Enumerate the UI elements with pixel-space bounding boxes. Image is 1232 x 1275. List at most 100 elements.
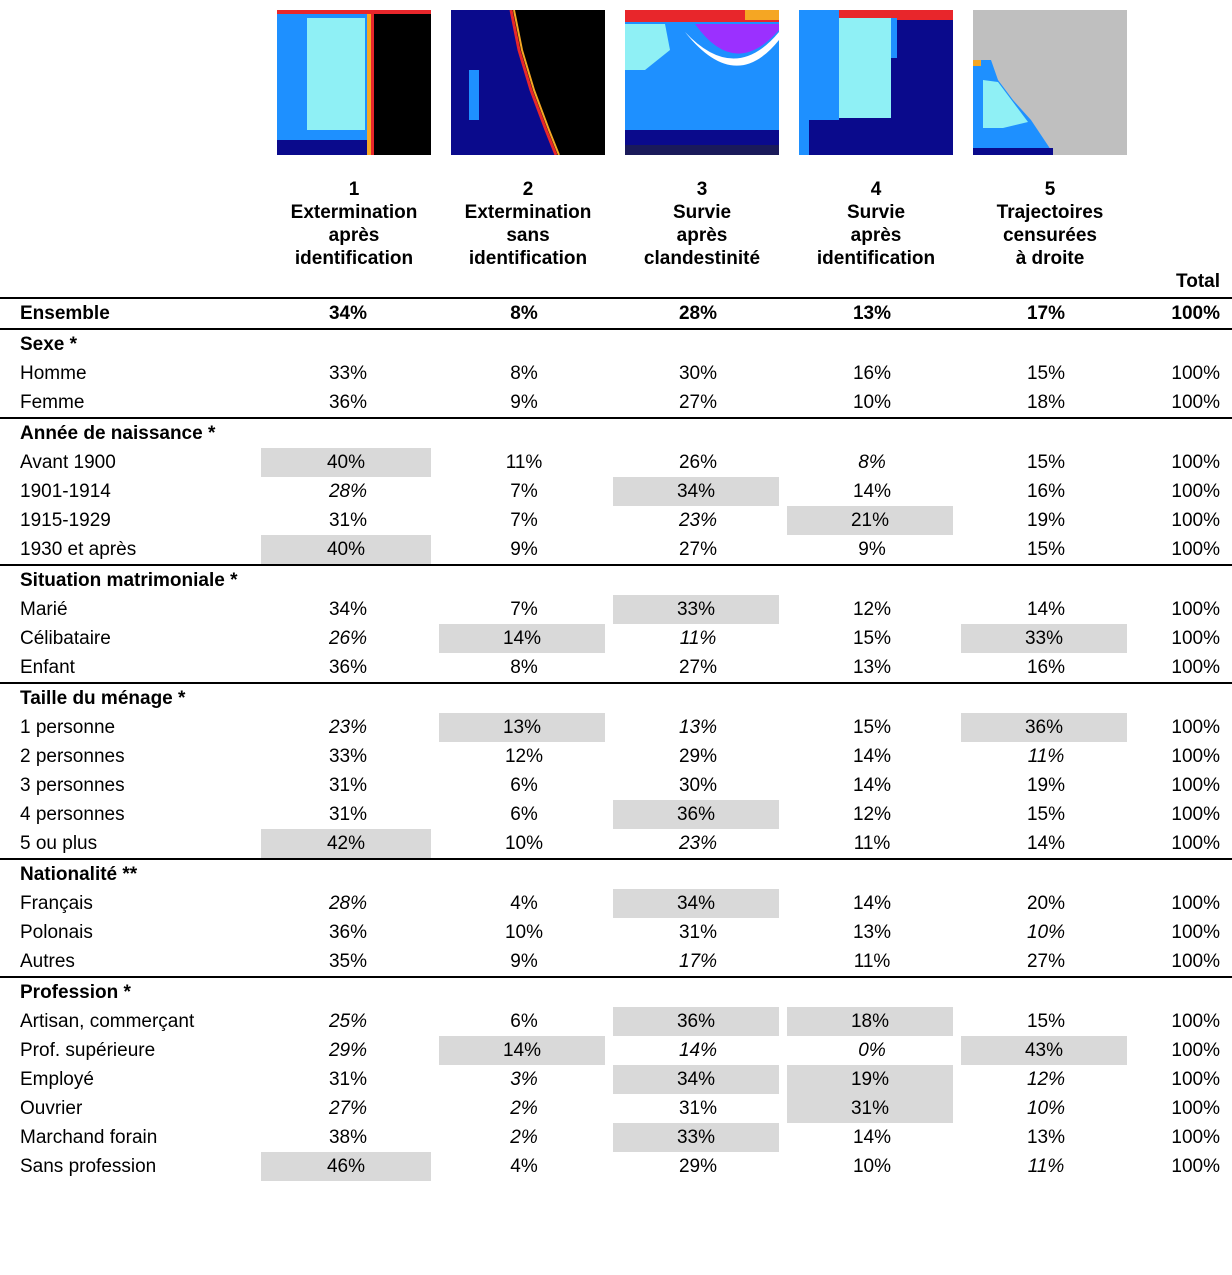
cell-cluster-5: 36% bbox=[959, 713, 1133, 742]
cell-value: 20% bbox=[1026, 893, 1066, 914]
cell-value: 14% bbox=[852, 481, 892, 502]
cell-cluster-1: 33% bbox=[259, 359, 437, 388]
table-row: Marchand forain 38% 2% 33% 14% 13% 100% bbox=[0, 1123, 1232, 1152]
table-row: Sans profession 46% 4% 29% 10% 11% 100% bbox=[0, 1152, 1232, 1181]
cell-value: 15% bbox=[852, 717, 892, 738]
cell-cluster-2: 2% bbox=[437, 1123, 611, 1152]
cell-value: 23% bbox=[678, 510, 718, 531]
cell-value: 12% bbox=[852, 599, 892, 620]
table-row: Employé 31% 3% 34% 19% 12% 100% bbox=[0, 1065, 1232, 1094]
section-label: Nationalité ** bbox=[0, 858, 1232, 889]
column-title-line: Extermination bbox=[290, 202, 418, 223]
cell-cluster-4: 14% bbox=[785, 771, 959, 800]
cell-cluster-5: 11% bbox=[959, 1152, 1133, 1181]
column-number: 2 bbox=[522, 179, 534, 200]
cell-cluster-4: 11% bbox=[785, 829, 959, 859]
cell-value: 8% bbox=[510, 657, 538, 678]
cell-cluster-2: 7% bbox=[437, 477, 611, 506]
cell-cluster-1: 29% bbox=[259, 1036, 437, 1065]
cell-cluster-5: 13% bbox=[959, 1123, 1133, 1152]
cell-cluster-2: 8% bbox=[437, 653, 611, 683]
cell-total: 100% bbox=[1171, 803, 1220, 825]
row-label: Femme bbox=[20, 391, 85, 413]
cell-value: 31% bbox=[678, 1098, 718, 1119]
cell-value: 4% bbox=[510, 1156, 538, 1177]
table-row: 4 personnes 31% 6% 36% 12% 15% 100% bbox=[0, 800, 1232, 829]
cell-value: 8% bbox=[510, 363, 538, 384]
cell-cluster-3: 30% bbox=[611, 359, 785, 388]
total-column-header: Total bbox=[1176, 271, 1220, 292]
cell-value: 2% bbox=[510, 1127, 538, 1148]
cell-cluster-5: 10% bbox=[959, 1094, 1133, 1123]
row-label: 1 personne bbox=[20, 716, 116, 738]
row-label: Célibataire bbox=[20, 627, 111, 649]
cell-value: 28% bbox=[328, 893, 368, 914]
cell-cluster-3: 36% bbox=[611, 800, 785, 829]
cell-value: 15% bbox=[1026, 804, 1066, 825]
cell-value: 15% bbox=[1026, 363, 1066, 384]
cell-total: 100% bbox=[1171, 627, 1220, 649]
column-number: 1 bbox=[348, 179, 360, 200]
cell-cluster-5: 15% bbox=[959, 448, 1133, 477]
cell-value: 8% bbox=[510, 303, 538, 324]
cell-value: 19% bbox=[787, 1065, 953, 1094]
cell-cluster-4: 31% bbox=[785, 1094, 959, 1123]
table-row: Autres 35% 9% 17% 11% 27% 100% bbox=[0, 947, 1232, 977]
table-row: Artisan, commerçant 25% 6% 36% 18% 15% 100% bbox=[0, 1007, 1232, 1036]
cell-value: 14% bbox=[1026, 833, 1066, 854]
cell-cluster-2: 9% bbox=[437, 947, 611, 977]
cell-cluster-1: 34% bbox=[259, 595, 437, 624]
cell-cluster-1: 38% bbox=[259, 1123, 437, 1152]
cell-cluster-3: 23% bbox=[611, 506, 785, 535]
cell-value: 14% bbox=[1026, 599, 1066, 620]
cell-cluster-3: 34% bbox=[611, 477, 785, 506]
column-title-line: Trajectoires bbox=[996, 202, 1104, 223]
row-label: 1901-1914 bbox=[20, 480, 111, 502]
section-label: Année de naissance * bbox=[0, 417, 1232, 448]
cell-cluster-4: 15% bbox=[785, 713, 959, 742]
cell-total: 100% bbox=[1133, 297, 1232, 329]
cell-cluster-2: 14% bbox=[437, 624, 611, 653]
cell-cluster-5: 33% bbox=[959, 624, 1133, 653]
column-title-line: à droite bbox=[1015, 248, 1085, 269]
column-title-line: après bbox=[328, 225, 380, 246]
cell-value: 31% bbox=[328, 510, 368, 531]
cell-cluster-5: 11% bbox=[959, 742, 1133, 771]
cell-cluster-4: 14% bbox=[785, 742, 959, 771]
cell-value: 26% bbox=[678, 452, 718, 473]
cell-value: 7% bbox=[510, 599, 538, 620]
cell-value: 12% bbox=[852, 804, 892, 825]
column-title-line: sans bbox=[506, 225, 550, 246]
cell-cluster-5: 10% bbox=[959, 918, 1133, 947]
cell-cluster-1: 31% bbox=[259, 1065, 437, 1094]
cell-cluster-2: 7% bbox=[437, 595, 611, 624]
cell-value: 36% bbox=[613, 1007, 779, 1036]
section-label: Taille du ménage * bbox=[0, 682, 1232, 713]
cell-cluster-1: 31% bbox=[259, 771, 437, 800]
cell-total: 100% bbox=[1171, 1039, 1220, 1061]
cell-cluster-5: 19% bbox=[959, 771, 1133, 800]
cell-value: 0% bbox=[858, 1040, 886, 1061]
cell-value: 13% bbox=[1026, 1127, 1066, 1148]
cell-value: 11% bbox=[505, 452, 543, 473]
cell-cluster-3: 33% bbox=[611, 595, 785, 624]
cell-cluster-2: 8% bbox=[437, 359, 611, 388]
row-label: Sans profession bbox=[20, 1155, 157, 1177]
table-row: Femme 36% 9% 27% 10% 18% 100% bbox=[0, 388, 1232, 418]
cell-cluster-3: 28% bbox=[611, 297, 785, 329]
cell-cluster-5: 15% bbox=[959, 1007, 1133, 1036]
cell-value: 15% bbox=[1026, 539, 1066, 560]
row-label: Français bbox=[20, 892, 93, 914]
cell-value: 11% bbox=[679, 628, 717, 649]
cell-value: 27% bbox=[678, 392, 718, 413]
cell-cluster-2: 4% bbox=[437, 889, 611, 918]
cell-cluster-4: 21% bbox=[785, 506, 959, 535]
row-label: Polonais bbox=[20, 921, 93, 943]
cell-cluster-3: 13% bbox=[611, 713, 785, 742]
cell-value: 7% bbox=[510, 481, 538, 502]
cell-total: 100% bbox=[1171, 538, 1220, 560]
cell-value: 29% bbox=[678, 746, 718, 767]
cell-value: 33% bbox=[328, 363, 368, 384]
cell-total: 100% bbox=[1171, 892, 1220, 914]
cell-cluster-4: 9% bbox=[785, 535, 959, 565]
